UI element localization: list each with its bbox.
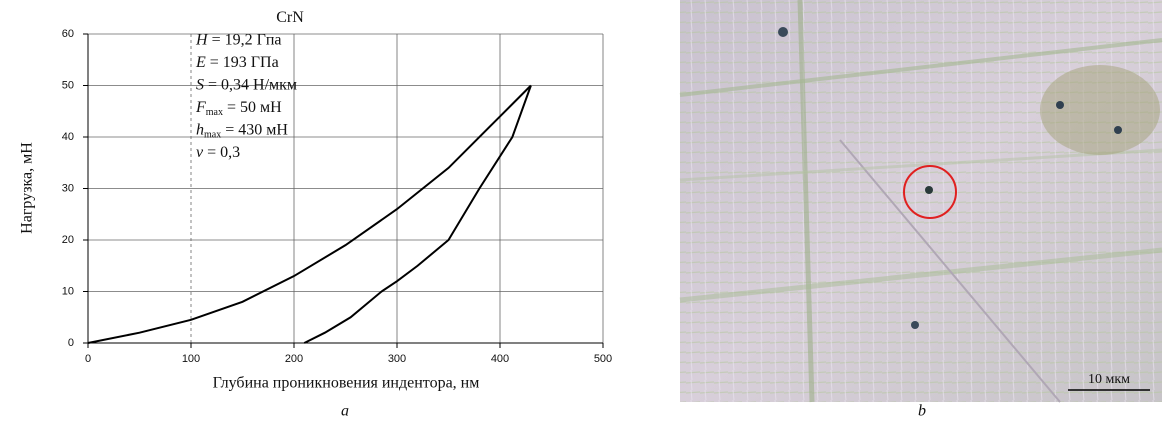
annotation-text: = 50 мН	[223, 99, 282, 116]
scale-label: 10 мкм	[1088, 372, 1130, 387]
annotation-subscript: max	[204, 130, 221, 141]
annotation-text: = 19,2 Гпа	[208, 31, 282, 48]
y-tick-label: 10	[62, 285, 74, 297]
annotation-symbol: v	[196, 144, 204, 161]
particle	[911, 321, 919, 329]
panel-label: a	[341, 403, 349, 420]
x-tick-label: 100	[182, 353, 200, 365]
particle	[778, 27, 788, 37]
x-axis-label: Глубина проникновения индентора, нм	[213, 375, 480, 392]
annotation-text: = 0,3	[203, 144, 240, 161]
annotation: H = 19,2 Гпа	[195, 31, 282, 48]
particle	[1056, 101, 1064, 109]
highlight-circle	[903, 165, 957, 219]
y-tick-label: 40	[62, 131, 74, 143]
debris	[1040, 65, 1160, 155]
annotation-symbol: F	[195, 99, 206, 116]
x-tick-label: 300	[388, 353, 406, 365]
annotation-text: = 0,34 Н/мкм	[204, 76, 297, 93]
annotation-text: = 193 ГПа	[206, 54, 279, 71]
y-tick-label: 20	[62, 234, 74, 246]
annotation-subscript: max	[206, 107, 223, 118]
scratch	[839, 139, 1061, 403]
indent	[925, 186, 933, 194]
annotation: S = 0,34 Н/мкм	[196, 76, 297, 93]
y-tick-label: 60	[62, 28, 74, 40]
curve	[303, 85, 532, 344]
y-tick-label: 0	[68, 337, 74, 349]
x-tick-label: 0	[85, 353, 91, 365]
annotation: hmax = 430 мН	[196, 121, 288, 141]
y-tick-label: 50	[62, 79, 74, 91]
x-tick-label: 500	[594, 353, 612, 365]
texture	[680, 0, 1162, 402]
annotation-symbol: h	[196, 121, 204, 138]
annotation-symbol: S	[196, 76, 204, 93]
panel-label: b	[918, 403, 926, 420]
scratch	[797, 0, 815, 403]
annotation-symbol: E	[195, 54, 206, 71]
annotation: Fmax = 50 мН	[195, 99, 282, 119]
curve	[87, 84, 532, 344]
annotation-text: = 430 мН	[221, 121, 288, 138]
annotation: v = 0,3	[196, 144, 240, 161]
x-tick-label: 400	[491, 353, 509, 365]
scratch	[679, 247, 1163, 303]
y-axis-label: Нагрузка, мН	[19, 142, 36, 234]
x-tick-label: 200	[285, 353, 303, 365]
annotation-symbol: H	[195, 31, 209, 48]
scratch	[679, 148, 1163, 182]
annotation-text: CrN	[276, 9, 304, 26]
y-tick-label: 30	[62, 182, 74, 194]
annotation: E = 193 ГПа	[195, 54, 279, 71]
scratch	[679, 38, 1163, 97]
particle	[1114, 126, 1122, 134]
micrograph: 10 мкм	[679, 0, 1163, 403]
annotation: CrN	[276, 9, 304, 26]
